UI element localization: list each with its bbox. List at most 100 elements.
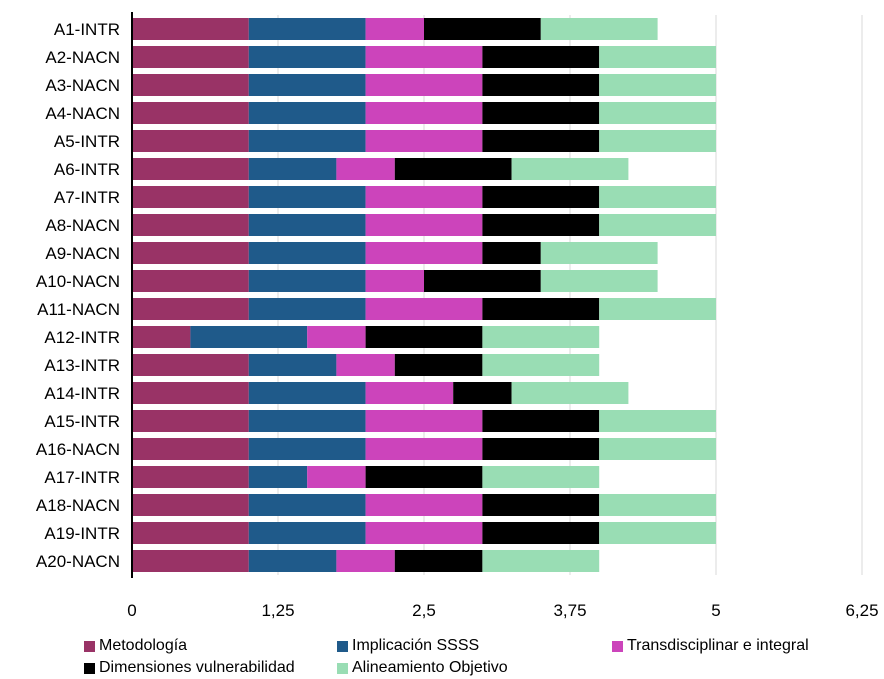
- bar-segment: [540, 18, 658, 40]
- bar-segment: [365, 102, 483, 124]
- bar-segment: [599, 214, 716, 236]
- legend-item: Transdisciplinar e integral: [612, 636, 809, 656]
- bar-segment: [599, 410, 716, 432]
- bar-segment: [365, 298, 483, 320]
- legend-item: Metodología: [84, 636, 187, 656]
- bar-segment: [248, 130, 366, 152]
- bar-segment: [132, 186, 249, 208]
- bar-segment: [394, 158, 512, 180]
- category-label: A13-INTR: [44, 356, 120, 375]
- bar-segment: [424, 18, 541, 40]
- bar-segment: [599, 494, 716, 516]
- legend-swatch: [84, 662, 95, 674]
- bar-segment: [248, 382, 366, 404]
- bar-segment: [482, 74, 600, 96]
- bar-segment: [365, 18, 424, 40]
- bar-segment: [132, 74, 249, 96]
- bar-segment: [482, 550, 600, 572]
- category-label: A11-NACN: [37, 300, 120, 319]
- legend-label: Dimensiones vulnerabilidad: [99, 659, 295, 676]
- bar-segment: [482, 186, 600, 208]
- bar-segment: [482, 466, 600, 488]
- bar-segment: [248, 46, 366, 68]
- bar-segment: [248, 494, 366, 516]
- bar-segment: [365, 242, 483, 264]
- bars: [132, 18, 716, 572]
- bar-segment: [365, 270, 424, 292]
- bar-segment: [132, 214, 249, 236]
- bar-segment: [132, 270, 249, 292]
- bar-segment: [336, 158, 395, 180]
- bar-segment: [132, 438, 249, 460]
- legend-label: Transdisciplinar e integral: [627, 637, 809, 654]
- bar-segment: [248, 466, 308, 488]
- legend-swatch: [337, 662, 348, 674]
- bar-segment: [599, 186, 716, 208]
- legend-label: Metodología: [99, 637, 188, 654]
- bar-segment: [248, 18, 366, 40]
- bar-segment: [365, 438, 483, 460]
- x-tick-label: 1,25: [261, 601, 294, 620]
- bar-segment: [248, 214, 366, 236]
- bar-segment: [482, 102, 600, 124]
- stacked-bar-chart: A1-INTR A2-NACN A3-NACN A4-NACN A5-INTR A6-IN…: [36, 12, 879, 620]
- bar-segment: [307, 326, 366, 348]
- bar-segment: [307, 466, 366, 488]
- bar-segment: [132, 46, 249, 68]
- category-label: A8-NACN: [45, 216, 120, 235]
- category-label: A7-INTR: [54, 188, 120, 207]
- gridlines: [277, 15, 863, 575]
- bar-segment: [599, 522, 716, 544]
- category-labels: A1-INTR A2-NACN A3-NACN A4-NACN A5-INTR A6-IN…: [36, 20, 120, 571]
- bar-segment: [132, 410, 249, 432]
- bar-segment: [248, 550, 337, 572]
- bar-segment: [365, 326, 483, 348]
- category-label: A1-INTR: [54, 20, 120, 39]
- bar-segment: [248, 242, 366, 264]
- bar-segment: [482, 242, 541, 264]
- category-label: A2-NACN: [45, 48, 120, 67]
- bar-segment: [248, 522, 366, 544]
- x-tick-label: 5: [711, 601, 720, 620]
- category-label: A15-INTR: [44, 412, 120, 431]
- bar-segment: [132, 158, 249, 180]
- bar-segment: [132, 466, 249, 488]
- bar-segment: [336, 354, 395, 376]
- bar-segment: [248, 410, 366, 432]
- x-tick-label: 6,25: [845, 601, 878, 620]
- bar-segment: [248, 354, 337, 376]
- category-label: A5-INTR: [54, 132, 120, 151]
- bar-segment: [132, 522, 249, 544]
- bar-segment: [132, 550, 249, 572]
- bar-segment: [248, 102, 366, 124]
- bar-segment: [132, 130, 249, 152]
- bar-segment: [365, 522, 483, 544]
- category-label: A18-NACN: [36, 496, 120, 515]
- bar-segment: [599, 438, 716, 460]
- bar-segment: [599, 46, 716, 68]
- bar-segment: [394, 550, 483, 572]
- bar-segment: [482, 410, 600, 432]
- bar-segment: [540, 242, 658, 264]
- bar-segment: [190, 326, 308, 348]
- bar-segment: [482, 214, 600, 236]
- bar-segment: [482, 522, 600, 544]
- legend-label: Implicación SSSS: [352, 637, 480, 654]
- legend-swatch: [612, 640, 623, 652]
- bar-segment: [365, 494, 483, 516]
- category-label: A19-INTR: [44, 524, 120, 543]
- bar-segment: [482, 130, 600, 152]
- x-tick-label: 2,5: [412, 601, 436, 620]
- category-label: A10-NACN: [36, 272, 120, 291]
- legend-label: Alineamiento Objetivo: [352, 659, 508, 676]
- category-label: A20-NACN: [36, 552, 120, 571]
- bar-segment: [453, 382, 512, 404]
- bar-segment: [482, 326, 600, 348]
- x-tick-label: 3,75: [553, 601, 586, 620]
- bar-segment: [248, 74, 366, 96]
- category-label: A12-INTR: [44, 328, 120, 347]
- bar-segment: [336, 550, 395, 572]
- category-label: A3-NACN: [45, 76, 120, 95]
- x-tick-labels: 0 1,25 2,5 3,75 5 6,25: [127, 601, 878, 620]
- category-label: A16-NACN: [36, 440, 120, 459]
